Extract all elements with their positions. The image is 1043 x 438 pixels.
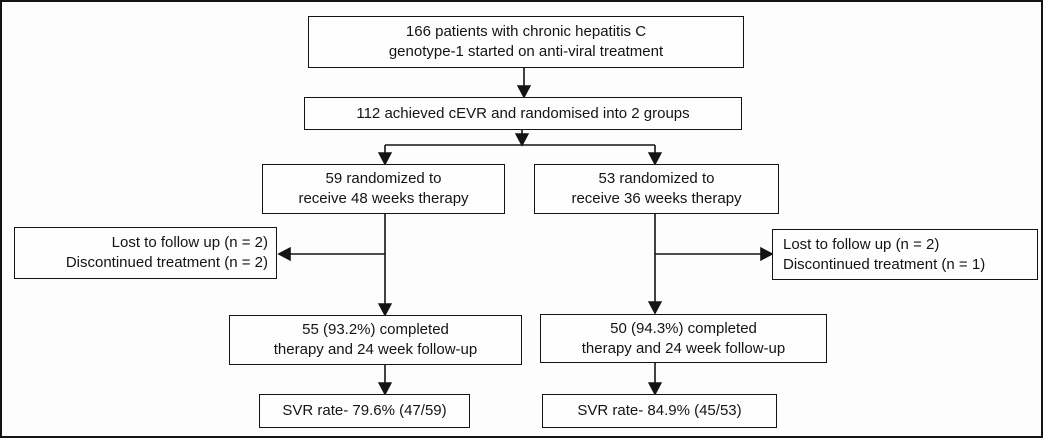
box-dropout-36-weeks-line-2: Discontinued treatment (n = 1) bbox=[783, 255, 986, 273]
box-svr-48-weeks-line-1: SVR rate- 79.6% (47/59) bbox=[282, 402, 447, 420]
arrowhead-right-icon bbox=[760, 246, 774, 262]
connector-completed36-to-svr36 bbox=[647, 363, 663, 396]
connector-arm36-to-completed36 bbox=[647, 214, 774, 315]
connector-arm48-to-completed48 bbox=[277, 214, 393, 317]
box-arm-36-weeks-line-1: 53 randomized to bbox=[598, 170, 715, 188]
box-dropout-36-weeks: Lost to follow up (n = 2) Discontinued t… bbox=[772, 229, 1038, 280]
arrowhead-down-icon bbox=[516, 85, 532, 99]
box-svr-48-weeks: SVR rate- 79.6% (47/59) bbox=[259, 394, 470, 428]
arrowhead-down-icon bbox=[377, 303, 393, 317]
box-enrolled-line-1: 166 patients with chronic hepatitis C bbox=[405, 23, 647, 41]
box-svr-36-weeks-line-1: SVR rate- 84.9% (45/53) bbox=[577, 402, 742, 420]
box-enrolled-line-2: genotype-1 started on anti-viral treatme… bbox=[388, 43, 664, 60]
arrowhead-down-icon bbox=[647, 382, 663, 396]
connector-enrolled-to-randomised bbox=[516, 68, 532, 99]
box-completed-48-weeks-line-1: 55 (93.2%) completed bbox=[302, 321, 449, 339]
box-arm-36-weeks: 53 randomized to receive 36 weeks therap… bbox=[534, 164, 779, 214]
box-arm-48-weeks: 59 randomized to receive 48 weeks therap… bbox=[262, 164, 505, 214]
box-randomised-line-1: 112 achieved cEVR and randomised into 2 … bbox=[356, 104, 690, 122]
box-dropout-48-weeks: Lost to follow up (n = 2) Discontinued t… bbox=[14, 227, 277, 279]
arrowhead-down-icon bbox=[377, 382, 393, 396]
box-dropout-36-weeks-line-1: Lost to follow up (n = 2) bbox=[783, 235, 940, 253]
arrowhead-left-icon bbox=[277, 246, 291, 262]
box-arm-48-weeks-line-1: 59 randomized to bbox=[325, 170, 442, 188]
box-randomised: 112 achieved cEVR and randomised into 2 … bbox=[304, 97, 742, 130]
box-dropout-48-weeks-line-2: Discontinued treatment (n = 2) bbox=[65, 254, 268, 271]
arrowhead-down-icon bbox=[377, 152, 393, 166]
box-enrolled: 166 patients with chronic hepatitis C ge… bbox=[308, 16, 744, 68]
connector-completed48-to-svr48 bbox=[377, 365, 393, 396]
arrowhead-down-icon bbox=[514, 133, 530, 147]
connector-split-to-arm36 bbox=[647, 145, 663, 166]
box-dropout-48-weeks-line-1: Lost to follow up (n = 2) bbox=[111, 234, 268, 252]
box-completed-36-weeks: 50 (94.3%) completed therapy and 24 week… bbox=[540, 314, 827, 363]
box-completed-36-weeks-line-2: therapy and 24 week follow-up bbox=[581, 339, 786, 357]
box-completed-48-weeks-line-2: therapy and 24 week follow-up bbox=[273, 341, 478, 358]
arrowhead-down-icon bbox=[647, 152, 663, 166]
box-svr-36-weeks: SVR rate- 84.9% (45/53) bbox=[542, 394, 777, 428]
box-completed-36-weeks-line-1: 50 (94.3%) completed bbox=[610, 319, 757, 337]
connector-split-to-arm48 bbox=[377, 145, 393, 166]
connector-randomised-to-split bbox=[385, 130, 655, 147]
box-arm-48-weeks-line-2: receive 48 weeks therapy bbox=[298, 190, 469, 207]
box-completed-48-weeks: 55 (93.2%) completed therapy and 24 week… bbox=[229, 315, 522, 365]
arrowhead-down-icon bbox=[647, 301, 663, 315]
box-arm-36-weeks-line-2: receive 36 weeks therapy bbox=[571, 190, 742, 207]
